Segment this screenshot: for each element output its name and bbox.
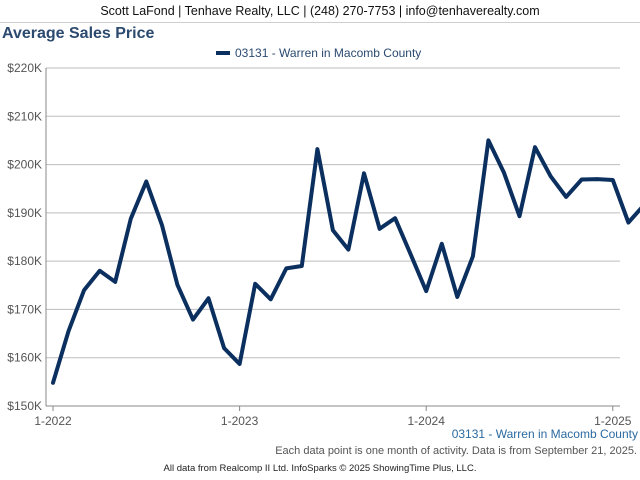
footer-note: Each data point is one month of activity…: [275, 445, 637, 457]
y-tick-label: $200K: [7, 158, 42, 172]
data-point: [67, 329, 70, 333]
data-point: [533, 145, 537, 149]
data-point: [564, 195, 568, 199]
y-tick-label: $180K: [7, 254, 42, 268]
data-point: [378, 227, 382, 231]
data-point: [346, 248, 350, 252]
data-point: [455, 295, 459, 299]
chart-title: Average Sales Price: [2, 25, 155, 42]
data-point: [222, 346, 226, 350]
y-tick-label: $210K: [7, 109, 42, 123]
grid-lines: [45, 67, 620, 407]
series-line-0: [51, 138, 640, 385]
data-point: [611, 178, 615, 182]
data-point: [269, 297, 273, 301]
data-point: [626, 221, 630, 224]
y-tick-label: $170K: [7, 302, 42, 316]
contact-header: Scott LaFond | Tenhave Realty, LLC | (24…: [0, 0, 640, 23]
data-point: [113, 280, 117, 284]
x-tick-label: 1-2024: [408, 414, 446, 428]
legend: 03131 - Warren in Macomb County: [216, 46, 421, 60]
footer-series-name: 03131 - Warren in Macomb County: [451, 427, 638, 441]
y-tick-label: $190K: [7, 206, 42, 220]
data-point: [331, 228, 335, 232]
data-point: [393, 216, 397, 220]
data-point: [409, 252, 413, 256]
data-point: [362, 171, 366, 175]
data-point: [98, 269, 102, 273]
series-layer: [51, 138, 640, 385]
y-tick-label: $150K: [7, 399, 42, 413]
data-point: [424, 289, 428, 293]
legend-swatch: [216, 51, 230, 55]
data-point: [129, 217, 133, 221]
data-point: [502, 171, 506, 175]
data-point: [175, 283, 179, 287]
y-tick-label: $160K: [7, 351, 42, 365]
data-point: [595, 177, 599, 181]
data-point: [207, 296, 210, 300]
data-point: [284, 266, 288, 270]
data-point: [82, 288, 86, 292]
footer-copyright: All data from Realcomp II Ltd. InfoSpark…: [163, 463, 477, 474]
data-point: [315, 147, 319, 151]
x-tick-label: 1-2025: [594, 414, 632, 428]
data-point: [580, 178, 584, 181]
data-point: [518, 214, 521, 218]
data-point: [144, 180, 148, 183]
legend-label: 03131 - Warren in Macomb County: [235, 46, 422, 60]
x-axis-ticks: 1-2022 1-2023 1-2024 1-2025: [34, 406, 632, 428]
data-point: [51, 381, 55, 385]
x-tick-label: 1-2022: [34, 414, 72, 428]
data-point: [486, 138, 490, 142]
data-point: [160, 223, 164, 227]
data-point: [549, 174, 553, 178]
data-point: [191, 318, 195, 322]
y-tick-label: $220K: [7, 61, 42, 75]
y-axis-ticks: $150K $160K $170K $180K $190K $200K $210K $220K: [7, 61, 42, 413]
data-point: [471, 254, 475, 258]
data-point: [238, 362, 242, 366]
contact-text: Scott LaFond | Tenhave Realty, LLC | (24…: [100, 4, 540, 18]
x-tick-label: 1-2023: [221, 414, 259, 428]
data-point: [300, 264, 304, 268]
data-point: [253, 282, 257, 286]
data-point: [440, 242, 444, 246]
